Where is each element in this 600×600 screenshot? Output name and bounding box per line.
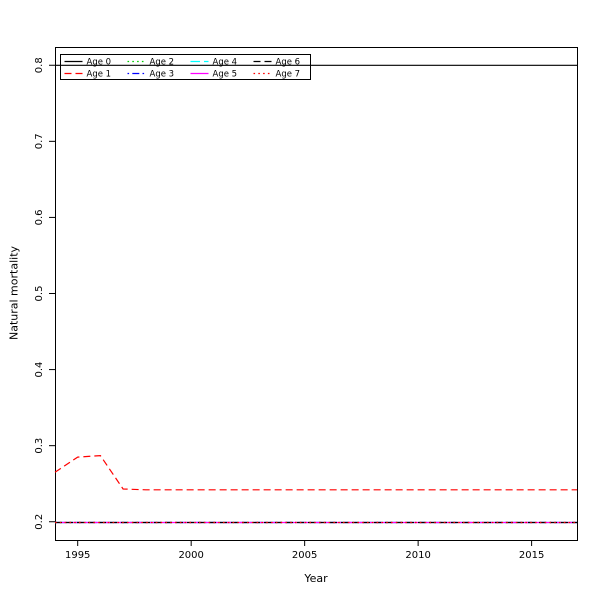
legend-entry-label: Age 3 [150,70,175,80]
y-tick-label: 0.5 [34,286,45,302]
y-tick-label: 0.8 [34,57,45,73]
legend-entry: Age 4 [190,58,238,68]
y-tick-label: 0.4 [34,362,45,378]
legend-entry-label: Age 4 [213,58,238,68]
legend-entry-label: Age 5 [213,70,238,80]
x-axis-title: Year [304,572,328,585]
legend-entry-label: Age 2 [150,58,175,68]
y-tick-label: 0.3 [34,438,45,454]
x-tick-label: 2010 [405,550,430,561]
legend-entry-label: Age 0 [87,58,112,68]
legend: Age 0 Age 1 Age 2 Age 3 Age 4 Age 5 Age 6 Age 7 [60,54,311,80]
legend-entry: Age 2 [127,58,175,68]
plot-box [55,47,578,541]
legend-box [60,54,311,80]
legend-entry: Age 3 [127,70,175,80]
x-tick-label: 1995 [65,550,90,561]
legend-entry: Age 0 [64,58,112,68]
legend-entry-label: Age 6 [276,58,301,68]
legend-entry-label: Age 7 [276,70,301,80]
legend-entry: Age 6 [253,58,301,68]
y-axis-title: Natural mortality [7,245,21,341]
x-tick-label: 2005 [292,550,317,561]
legend-entry-label: Age 1 [87,70,112,80]
legend-entry: Age 7 [253,70,301,80]
y-tick-label: 0.6 [34,209,45,225]
x-tick-label: 2015 [519,550,544,561]
y-tick-label: 0.7 [34,133,45,149]
y-tick-label: 0.2 [34,514,45,530]
series-line-age-1 [54,454,577,491]
x-tick-label: 2000 [178,550,203,561]
legend-entry: Age 5 [190,70,238,80]
legend-entry: Age 1 [64,70,112,80]
